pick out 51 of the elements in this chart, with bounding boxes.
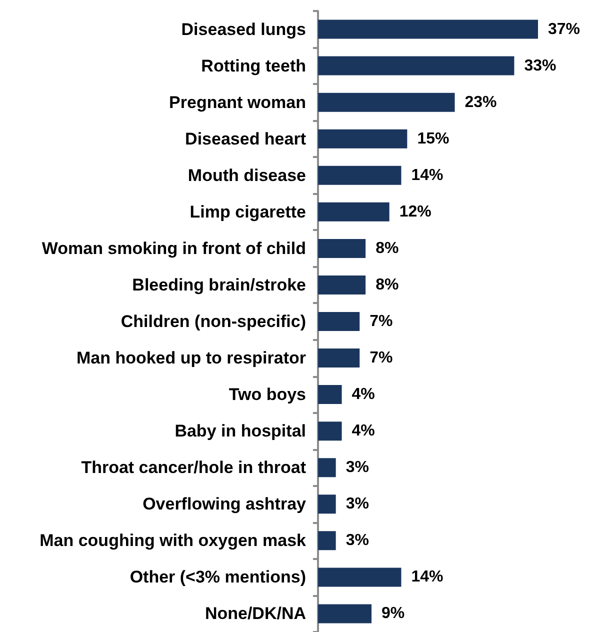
y-tick-label: Throat cancer/hole in throat: [81, 458, 306, 478]
bar: [318, 348, 360, 368]
y-tick-label: Man coughing with oxygen mask: [40, 531, 307, 550]
bar: [318, 604, 372, 624]
y-tick-label: Bleeding brain/stroke: [132, 275, 306, 294]
y-tick-label: Woman smoking in front of child: [42, 238, 306, 258]
y-tick-label: Rotting teeth: [201, 56, 306, 76]
y-tick-label: Mouth disease: [188, 166, 306, 185]
data-label: 7%: [370, 313, 393, 330]
data-label: 33%: [524, 57, 556, 74]
bar: [318, 385, 342, 404]
data-label: 3%: [346, 496, 369, 513]
bar: [318, 531, 336, 550]
data-label: 14%: [411, 166, 444, 184]
bar: [318, 458, 336, 478]
y-tick-label: None/DK/NA: [204, 604, 306, 624]
bar: [318, 312, 360, 331]
bar: [318, 20, 538, 39]
y-tick-label: Children (non-specific): [120, 312, 306, 331]
data-label: 9%: [382, 605, 405, 622]
data-label: 4%: [352, 386, 375, 404]
y-tick-label: Two boys: [228, 385, 306, 404]
y-tick-label: Overflowing ashtray: [142, 494, 307, 514]
data-label: 3%: [346, 459, 369, 476]
y-tick-label: Pregnant woman: [169, 92, 306, 112]
y-tick-label: Diseased heart: [185, 129, 306, 148]
bar: [318, 202, 390, 222]
bar: [318, 568, 402, 587]
bar: [318, 166, 402, 185]
data-label: 3%: [346, 532, 369, 550]
data-label: 7%: [370, 350, 393, 367]
y-tick-label: Baby in hospital: [174, 422, 306, 441]
y-tick-label: Limp cigarette: [190, 202, 306, 222]
data-label: 12%: [399, 203, 432, 220]
data-label: 8%: [376, 240, 399, 257]
y-tick-label: Diseased lungs: [181, 20, 306, 39]
data-label: 4%: [352, 422, 375, 440]
data-label: 37%: [548, 20, 580, 38]
bar: [318, 92, 455, 112]
y-tick-label: Man hooked up to respirator: [76, 348, 306, 368]
bar: [318, 56, 514, 76]
y-tick-label: Other (<3% mentions): [130, 568, 306, 587]
data-label: 8%: [376, 276, 399, 294]
bar: [318, 129, 408, 148]
data-label: 15%: [417, 130, 450, 148]
data-label: 23%: [464, 94, 497, 111]
bar: [318, 494, 336, 514]
bar: [318, 422, 342, 441]
bar: [318, 275, 366, 294]
bar: [318, 238, 366, 258]
data-label: 14%: [411, 568, 444, 586]
